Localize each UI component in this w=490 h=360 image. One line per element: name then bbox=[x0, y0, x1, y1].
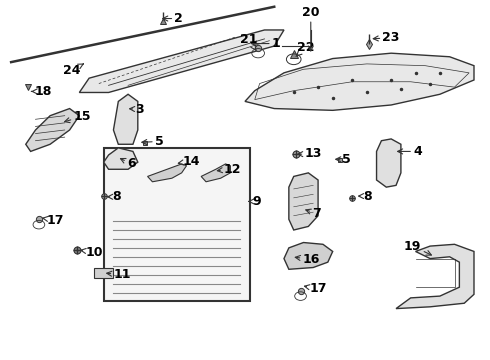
Text: 19: 19 bbox=[404, 240, 431, 255]
Polygon shape bbox=[147, 164, 187, 182]
Text: 14: 14 bbox=[178, 154, 200, 167]
Polygon shape bbox=[201, 164, 230, 182]
Text: 3: 3 bbox=[130, 103, 144, 116]
Polygon shape bbox=[79, 30, 284, 93]
Text: 17: 17 bbox=[304, 283, 327, 296]
Text: 23: 23 bbox=[373, 31, 400, 44]
Text: 8: 8 bbox=[108, 190, 121, 203]
Polygon shape bbox=[114, 94, 138, 144]
Bar bbox=[94, 267, 114, 278]
Polygon shape bbox=[26, 109, 79, 152]
Text: 10: 10 bbox=[81, 246, 103, 258]
Text: 8: 8 bbox=[359, 190, 371, 203]
Text: 4: 4 bbox=[397, 145, 422, 158]
Text: 15: 15 bbox=[65, 110, 91, 123]
Text: 21: 21 bbox=[240, 33, 257, 50]
Text: 16: 16 bbox=[295, 253, 320, 266]
Polygon shape bbox=[376, 139, 401, 187]
Polygon shape bbox=[289, 173, 318, 230]
Text: 20: 20 bbox=[302, 6, 319, 51]
Polygon shape bbox=[245, 53, 474, 111]
Text: 13: 13 bbox=[298, 148, 322, 161]
Text: 5: 5 bbox=[142, 135, 164, 148]
Text: 18: 18 bbox=[32, 85, 52, 98]
Text: 9: 9 bbox=[249, 195, 261, 208]
Text: 22: 22 bbox=[296, 41, 315, 57]
Text: 11: 11 bbox=[107, 268, 131, 281]
Text: 17: 17 bbox=[43, 213, 64, 226]
Polygon shape bbox=[396, 244, 474, 309]
Text: 12: 12 bbox=[218, 163, 241, 176]
Text: 1: 1 bbox=[251, 37, 281, 50]
Text: 24: 24 bbox=[63, 64, 83, 77]
Text: 7: 7 bbox=[306, 207, 321, 220]
Text: 2: 2 bbox=[163, 12, 183, 25]
Text: 5: 5 bbox=[336, 153, 351, 166]
Text: 6: 6 bbox=[121, 157, 136, 170]
Polygon shape bbox=[284, 243, 333, 269]
Bar bbox=[104, 148, 250, 301]
Polygon shape bbox=[104, 148, 138, 169]
